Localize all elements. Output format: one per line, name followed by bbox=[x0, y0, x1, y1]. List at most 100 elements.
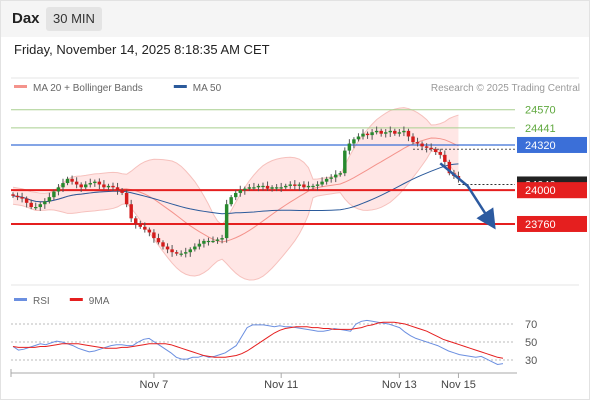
candle-body bbox=[193, 246, 197, 250]
rsi-legend-swatch bbox=[14, 298, 27, 301]
candle-body bbox=[284, 185, 288, 188]
candle-body bbox=[93, 181, 97, 184]
rsi-legend-label: RSI bbox=[33, 296, 50, 307]
candle-body bbox=[24, 198, 29, 203]
candle-body bbox=[324, 178, 329, 182]
candle-body bbox=[34, 207, 38, 209]
bollinger-lower-line bbox=[12, 150, 459, 281]
candle-body bbox=[106, 185, 111, 188]
candle-body bbox=[138, 223, 142, 227]
x-tick-label: Nov 7 bbox=[140, 379, 169, 391]
candle-body bbox=[20, 197, 24, 199]
rsi-legend-label: 9MA bbox=[89, 296, 110, 307]
candle-body bbox=[293, 184, 297, 186]
candle-body bbox=[356, 136, 361, 140]
candle-body bbox=[65, 178, 70, 184]
candle-body bbox=[384, 132, 388, 134]
candle-body bbox=[61, 183, 65, 188]
candle-body bbox=[374, 130, 379, 133]
candle-body bbox=[270, 187, 274, 189]
candle-body bbox=[438, 152, 442, 155]
candle-body bbox=[443, 154, 447, 162]
candle-body bbox=[115, 187, 120, 191]
candle-body bbox=[434, 149, 438, 153]
bollinger-upper-line bbox=[12, 107, 459, 226]
candle-body bbox=[352, 139, 356, 144]
candle-body bbox=[152, 232, 156, 239]
candle-body bbox=[220, 238, 224, 240]
candle-body bbox=[124, 192, 129, 205]
candle-body bbox=[415, 142, 420, 144]
candle-body bbox=[74, 181, 79, 185]
candle-body bbox=[165, 246, 170, 250]
projection-arrow bbox=[439, 162, 496, 230]
candle-body bbox=[88, 183, 92, 185]
ma50-line bbox=[12, 163, 459, 215]
candle-body bbox=[215, 239, 220, 241]
candle-body bbox=[447, 161, 452, 174]
rsi-legend-swatch bbox=[69, 298, 83, 301]
x-tick-label: Nov 13 bbox=[382, 379, 417, 391]
legend-label: MA 50 bbox=[193, 83, 222, 94]
header-bar: Dax 30 MIN bbox=[1, 1, 589, 37]
candle-body bbox=[197, 243, 202, 247]
candle-body bbox=[56, 187, 61, 192]
candle-body bbox=[338, 173, 342, 175]
candle-body bbox=[15, 195, 20, 198]
candle-body bbox=[229, 197, 233, 205]
rsi-tick-30: 30 bbox=[525, 355, 537, 367]
level-box-overlay bbox=[517, 182, 587, 199]
candle-body bbox=[224, 204, 229, 239]
candle-body bbox=[243, 188, 247, 191]
candle-body bbox=[174, 252, 179, 254]
candle-body bbox=[188, 249, 192, 253]
candle-body bbox=[306, 185, 311, 188]
rsi-tick-50: 50 bbox=[525, 337, 537, 349]
candle-body bbox=[206, 240, 211, 243]
level-label-23760: 23760 bbox=[525, 219, 556, 231]
candle-body bbox=[120, 190, 124, 193]
legend-swatch bbox=[14, 85, 27, 88]
candle-body bbox=[279, 187, 283, 189]
candle-body bbox=[179, 253, 183, 255]
legend-swatch bbox=[173, 85, 187, 88]
level-label-24441: 24441 bbox=[525, 123, 556, 135]
x-tick-label: Nov 15 bbox=[441, 379, 476, 391]
candle-body bbox=[343, 150, 347, 174]
candle-body bbox=[379, 130, 383, 134]
candle-body bbox=[429, 147, 433, 150]
candle-body bbox=[11, 194, 15, 196]
candle-body bbox=[252, 187, 256, 189]
candle-body bbox=[347, 143, 352, 151]
candle-body bbox=[365, 133, 370, 136]
candle-body bbox=[424, 146, 429, 148]
candle-body bbox=[247, 187, 252, 189]
candle-body bbox=[97, 181, 102, 185]
rsi-series-rsi bbox=[12, 319, 504, 366]
candle-body bbox=[411, 136, 415, 143]
candle-body bbox=[129, 204, 133, 219]
candle-body bbox=[311, 185, 315, 188]
candle-body bbox=[329, 177, 333, 179]
candle-body bbox=[406, 130, 411, 137]
copyright-text: Research © 2025 Trading Central bbox=[431, 83, 580, 94]
instrument-title: Dax bbox=[12, 10, 40, 27]
candle-body bbox=[202, 240, 206, 244]
rsi-tick-70: 70 bbox=[525, 319, 537, 331]
level-label-24570: 24570 bbox=[525, 105, 556, 117]
candle-body bbox=[52, 191, 56, 198]
candle-body bbox=[370, 132, 374, 136]
candle-body bbox=[184, 252, 188, 254]
candle-body bbox=[211, 240, 215, 243]
candle-body bbox=[302, 184, 306, 188]
candle-body bbox=[234, 192, 238, 198]
candle-body bbox=[261, 185, 265, 188]
candle-body bbox=[29, 202, 33, 208]
interval-button[interactable]: 30 MIN bbox=[46, 7, 102, 31]
candle-body bbox=[420, 143, 424, 147]
candle-body bbox=[256, 185, 261, 188]
candle-body bbox=[265, 185, 270, 189]
candle-body bbox=[70, 178, 74, 182]
